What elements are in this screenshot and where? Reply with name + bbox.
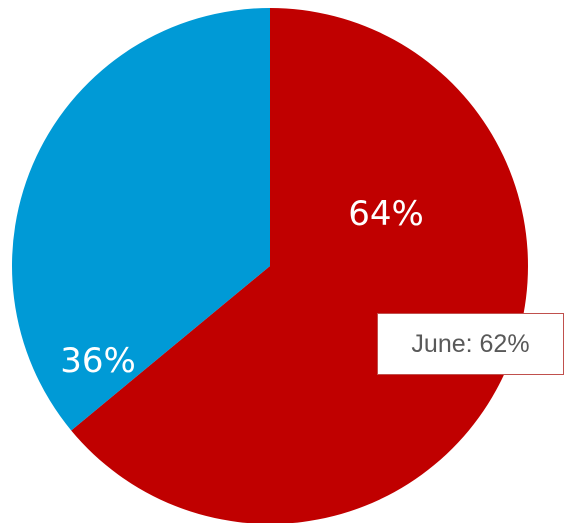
slice-label-64: 64% — [348, 194, 424, 234]
slice-label-36: 36% — [60, 341, 136, 381]
pie-slice-36 — [12, 8, 271, 431]
pie-slice-64 — [71, 8, 528, 523]
annotation-callout: June: 62% — [377, 313, 564, 375]
